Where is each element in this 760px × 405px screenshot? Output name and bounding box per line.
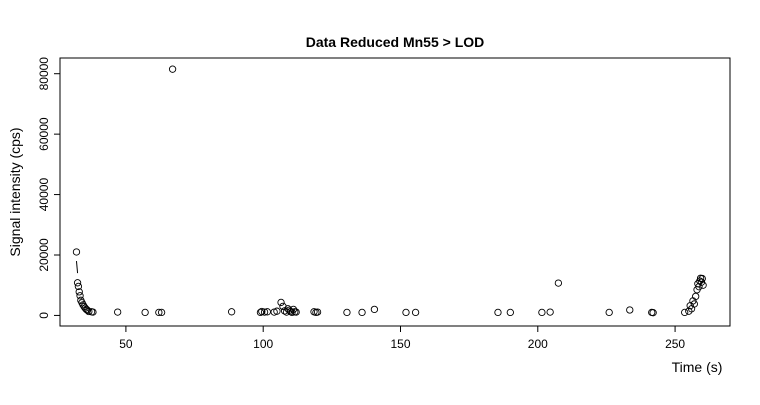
data-point — [89, 308, 97, 316]
y-tick-label: 0 — [37, 312, 51, 319]
data-point — [155, 308, 163, 317]
data-point — [256, 308, 265, 317]
data-point — [72, 248, 81, 256]
data-point — [546, 308, 554, 316]
data-point — [227, 308, 236, 316]
data-point — [649, 309, 657, 317]
y-tick-label: 60000 — [37, 117, 51, 151]
x-tick-label: 200 — [528, 337, 548, 351]
data-point — [690, 300, 698, 308]
data-point — [506, 308, 514, 317]
data-point — [538, 308, 546, 317]
data-point — [114, 308, 122, 316]
data-point — [695, 283, 703, 291]
x-tick-label: 150 — [390, 337, 410, 351]
chart-title: Data Reduced Mn55 > LOD — [306, 34, 485, 50]
y-tick-label: 40000 — [37, 178, 51, 212]
plot-frame — [59, 57, 731, 327]
data-point — [343, 308, 351, 317]
data-point — [554, 279, 563, 287]
data-point — [313, 308, 322, 316]
data-point — [273, 307, 281, 315]
data-point — [141, 308, 149, 317]
data-point — [73, 279, 82, 287]
y-axis: 0 20000 40000 60000 80000 — [37, 57, 61, 319]
data-point — [626, 306, 634, 314]
data-point — [358, 308, 366, 317]
data-point — [75, 288, 83, 296]
data-point — [85, 307, 93, 316]
data-point — [699, 281, 707, 289]
data-point — [157, 308, 166, 317]
y-axis-label: Signal intensity (cps) — [7, 127, 23, 256]
x-tick-label: 250 — [665, 337, 685, 351]
data-point — [370, 305, 379, 314]
data-point — [692, 292, 700, 301]
connector-layer — [75, 260, 79, 274]
data-point — [681, 308, 689, 317]
data-point — [292, 308, 300, 316]
points-layer — [72, 65, 707, 317]
connector-line — [75, 260, 79, 274]
data-point — [277, 298, 285, 307]
x-tick-label: 50 — [119, 337, 133, 351]
x-axis-label: Time (s) — [672, 359, 723, 375]
x-axis: 50 100 150 200 250 — [119, 325, 685, 351]
y-tick-label: 80000 — [37, 57, 51, 91]
data-point — [168, 65, 177, 73]
y-tick-label: 20000 — [37, 238, 51, 272]
data-point — [263, 308, 271, 316]
data-point — [74, 282, 83, 291]
data-point — [411, 308, 420, 317]
data-point — [260, 308, 269, 316]
data-point — [76, 292, 84, 300]
x-tick-label: 100 — [253, 337, 273, 351]
data-point — [605, 308, 613, 317]
data-point — [402, 308, 410, 317]
data-point — [258, 307, 266, 316]
data-point — [494, 308, 502, 317]
